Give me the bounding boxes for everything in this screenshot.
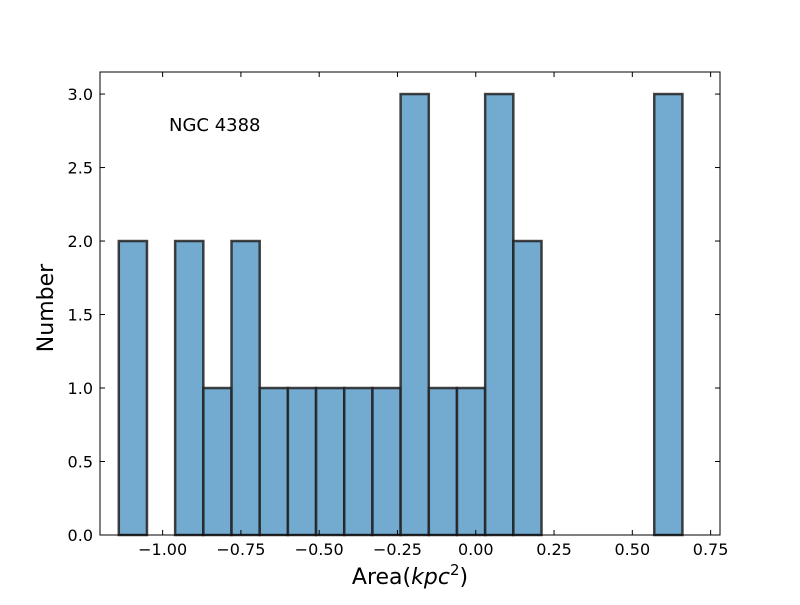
y-tick-label: 0.0	[68, 526, 93, 545]
histogram-bar	[399, 92, 431, 537]
histogram-bar	[652, 92, 684, 537]
y-tick-label: 2.5	[68, 159, 93, 178]
x-tick-label: −0.25	[373, 540, 422, 559]
y-axis-label: Number	[34, 263, 59, 352]
x-axis-label: Area(kpc2)	[352, 561, 468, 590]
histogram-bar	[230, 239, 261, 537]
histogram-bar	[314, 386, 346, 537]
histogram-bar	[512, 239, 543, 537]
x-tick-label: 0.25	[536, 540, 572, 559]
y-tick-label: 2.0	[68, 232, 93, 251]
y-tick-label: 1.5	[68, 306, 93, 325]
x-tick-label: −0.50	[295, 540, 344, 559]
histogram-bar	[427, 386, 459, 537]
histogram-bar	[173, 239, 205, 537]
y-tick-label: 3.0	[68, 85, 93, 104]
histogram-bar	[286, 386, 318, 537]
x-tick-label: 0.50	[615, 540, 651, 559]
x-tick-label: −1.00	[138, 540, 187, 559]
histogram-bar	[342, 386, 374, 537]
annotation-label: NGC 4388	[169, 115, 261, 136]
histogram-bar	[483, 92, 515, 537]
ticks-group: −1.00 −0.75 −0.50 −0.25 0.00 0.25 0.50 0.75 0.0 0…	[68, 72, 729, 559]
x-tick-label: 0.75	[693, 540, 729, 559]
histogram-bar	[258, 386, 290, 537]
x-tick-label: 0.00	[458, 540, 494, 559]
histogram-bar	[202, 386, 233, 537]
y-tick-label: 0.5	[68, 453, 93, 472]
x-tick-label: −0.75	[216, 540, 265, 559]
plot-frame	[99, 71, 721, 536]
histogram-bar	[117, 239, 149, 537]
histogram-bar	[455, 386, 487, 537]
bars-group	[117, 92, 684, 537]
y-tick-label: 1.0	[68, 379, 93, 398]
histogram-bar	[371, 386, 402, 537]
